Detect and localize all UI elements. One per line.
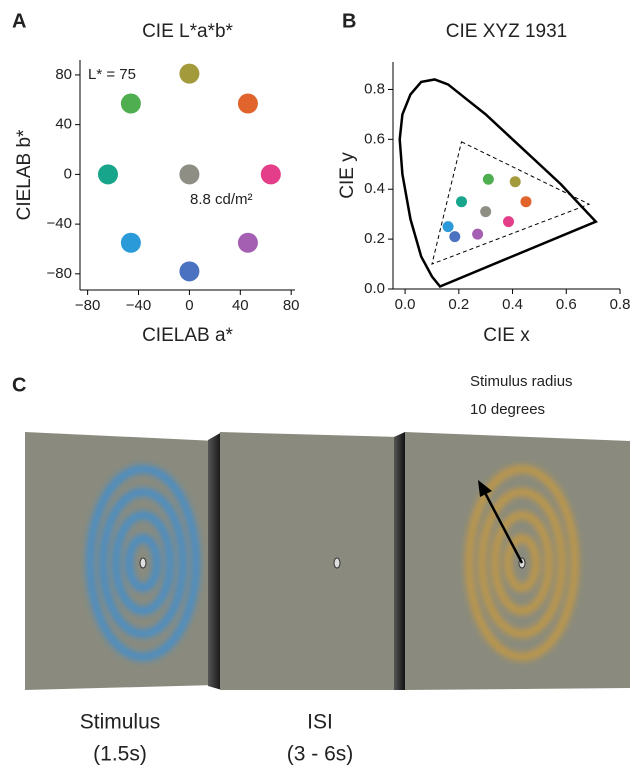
panel-label: B <box>342 10 356 32</box>
x-tick-label: 0 <box>185 297 193 314</box>
panel-label: A <box>12 10 26 32</box>
x-tick-label: −80 <box>75 297 100 314</box>
color-point <box>179 63 200 84</box>
gamut-outline <box>431 141 591 265</box>
x-tick-label: 0.2 <box>448 296 469 313</box>
y-tick-label: −40 <box>47 215 72 232</box>
x-axis-label: CIELAB a* <box>142 325 233 346</box>
y-axis-label: CIE y <box>337 152 358 199</box>
color-point <box>503 216 515 228</box>
color-point <box>509 176 521 188</box>
frame-label: ISI <box>307 711 333 734</box>
color-point <box>179 261 200 282</box>
color-point <box>520 196 532 208</box>
frame-isi <box>220 432 400 690</box>
color-point <box>120 93 141 114</box>
color-point <box>472 228 484 240</box>
frame-edge <box>208 432 222 690</box>
y-tick-label: 0.8 <box>364 80 385 97</box>
color-point <box>120 232 141 253</box>
color-point <box>260 164 281 185</box>
color-point <box>449 231 461 243</box>
color-point <box>442 221 454 233</box>
panel-label: C <box>12 374 26 396</box>
y-tick-label: 0.6 <box>364 130 385 147</box>
x-tick-label: 80 <box>283 297 300 314</box>
color-point <box>456 196 468 208</box>
radius-note: Stimulus radius <box>470 373 573 390</box>
x-tick-label: 0.0 <box>395 296 416 313</box>
x-axis-label: CIE x <box>483 325 530 346</box>
color-point <box>237 232 258 253</box>
radius-note: 10 degrees <box>470 401 545 418</box>
frame-label: Stimulus <box>80 711 161 734</box>
y-axis-label: CIELAB b* <box>14 129 35 220</box>
y-tick-label: 0.2 <box>364 230 385 247</box>
y-tick-label: 0.4 <box>364 180 385 197</box>
x-tick-label: 0.6 <box>556 296 577 313</box>
frame-stimulus <box>405 432 630 690</box>
color-point <box>179 164 200 185</box>
y-tick-label: 0 <box>64 165 72 182</box>
gamut-outline <box>398 78 598 289</box>
annotation: 8.8 cd/m² <box>190 191 253 208</box>
frame-stimulus <box>25 432 216 690</box>
y-tick-label: −80 <box>47 265 72 282</box>
frame-duration: (1.5s) <box>93 743 147 766</box>
x-tick-label: 0.8 <box>610 296 631 313</box>
y-tick-label: 40 <box>55 116 72 133</box>
color-point <box>482 173 494 185</box>
x-tick-label: −40 <box>126 297 151 314</box>
chart-title: CIE XYZ 1931 <box>446 21 567 42</box>
chart-title: CIE L*a*b* <box>142 21 233 42</box>
frame-duration: (3 - 6s) <box>287 743 354 766</box>
frame-edge <box>394 432 405 690</box>
x-tick-label: 0.4 <box>502 296 523 313</box>
color-point <box>97 164 118 185</box>
x-tick-label: 40 <box>232 297 249 314</box>
annotation: L* = 75 <box>88 66 136 83</box>
color-point <box>237 93 258 114</box>
color-point <box>480 206 492 218</box>
y-tick-label: 80 <box>55 66 72 83</box>
y-tick-label: 0.0 <box>364 280 385 297</box>
